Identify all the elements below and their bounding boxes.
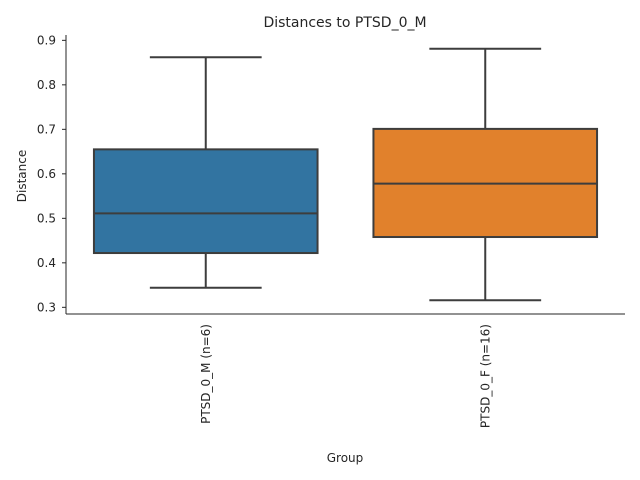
box-group (92, 56, 319, 289)
y-ticks: 0.3 0.4 0.5 0.6 0.7 0.8 0.9 (37, 33, 66, 314)
y-tick-label: 0.7 (37, 122, 56, 136)
y-tick-label: 0.5 (37, 211, 56, 225)
y-tick-label: 0.6 (37, 167, 56, 181)
x-ticks: PTSD_0_M (n=6) PTSD_0_F (n=16) (199, 324, 493, 428)
y-tick-label: 0.9 (37, 33, 56, 47)
x-axis-label: Group (327, 451, 364, 465)
x-tick-label: PTSD_0_M (n=6) (199, 324, 213, 424)
y-tick-label: 0.3 (37, 300, 56, 314)
y-tick-label: 0.8 (37, 78, 56, 92)
iqr-box (92, 148, 319, 255)
boxes (92, 47, 599, 302)
y-tick-label: 0.4 (37, 256, 56, 270)
x-tick-label: PTSD_0_F (n=16) (478, 324, 492, 428)
box-group (372, 47, 599, 302)
y-axis-label: Distance (15, 150, 29, 202)
chart-title: Distances to PTSD_0_M (263, 15, 426, 31)
